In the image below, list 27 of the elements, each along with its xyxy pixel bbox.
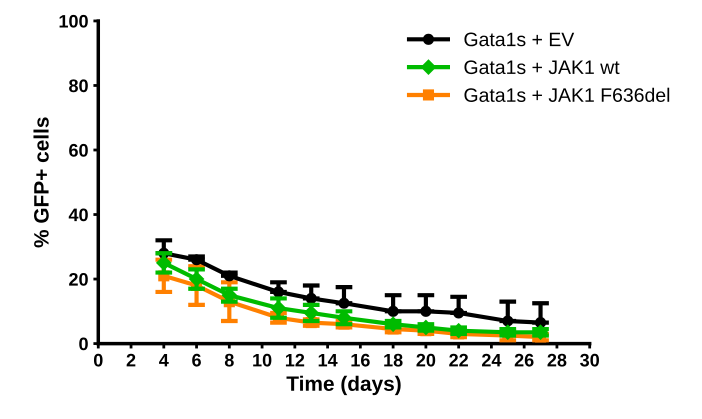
x-tick-label: 8 bbox=[224, 354, 234, 367]
y-tick-label: 0 bbox=[79, 338, 88, 350]
x-axis-title: Time (days) bbox=[286, 376, 401, 396]
x-tick-label: 26 bbox=[514, 354, 534, 367]
x-tick-label: 20 bbox=[416, 354, 436, 367]
y-axis-title: % GFP+ cells bbox=[33, 117, 49, 248]
legend-label: Gata1s + JAK1 wt bbox=[464, 60, 620, 74]
legend-label: Gata1s + JAK1 F636del bbox=[464, 88, 670, 102]
x-tick-label: 28 bbox=[548, 354, 566, 367]
x-tick-label: 18 bbox=[384, 354, 403, 367]
x-tick-label: 2 bbox=[126, 354, 136, 366]
y-tick-label: 100 bbox=[60, 14, 88, 28]
legend-label: Gata1s + EV bbox=[464, 32, 574, 46]
x-tick-label: 4 bbox=[159, 354, 169, 366]
x-tick-label: 0 bbox=[94, 354, 103, 367]
x-tick-label: 12 bbox=[286, 354, 304, 366]
x-tick-label: 24 bbox=[482, 354, 502, 366]
x-tick-label: 6 bbox=[192, 354, 201, 367]
x-tick-label: 16 bbox=[351, 354, 370, 367]
y-tick-label: 20 bbox=[69, 272, 88, 286]
x-tick-label: 22 bbox=[449, 354, 468, 366]
y-tick-label: 80 bbox=[69, 79, 88, 92]
y-tick-label: 60 bbox=[69, 144, 88, 157]
x-tick-label: 30 bbox=[580, 354, 599, 367]
x-tick-label: 10 bbox=[253, 354, 272, 367]
y-tick-label: 40 bbox=[68, 208, 88, 222]
x-tick-label: 14 bbox=[318, 354, 338, 366]
